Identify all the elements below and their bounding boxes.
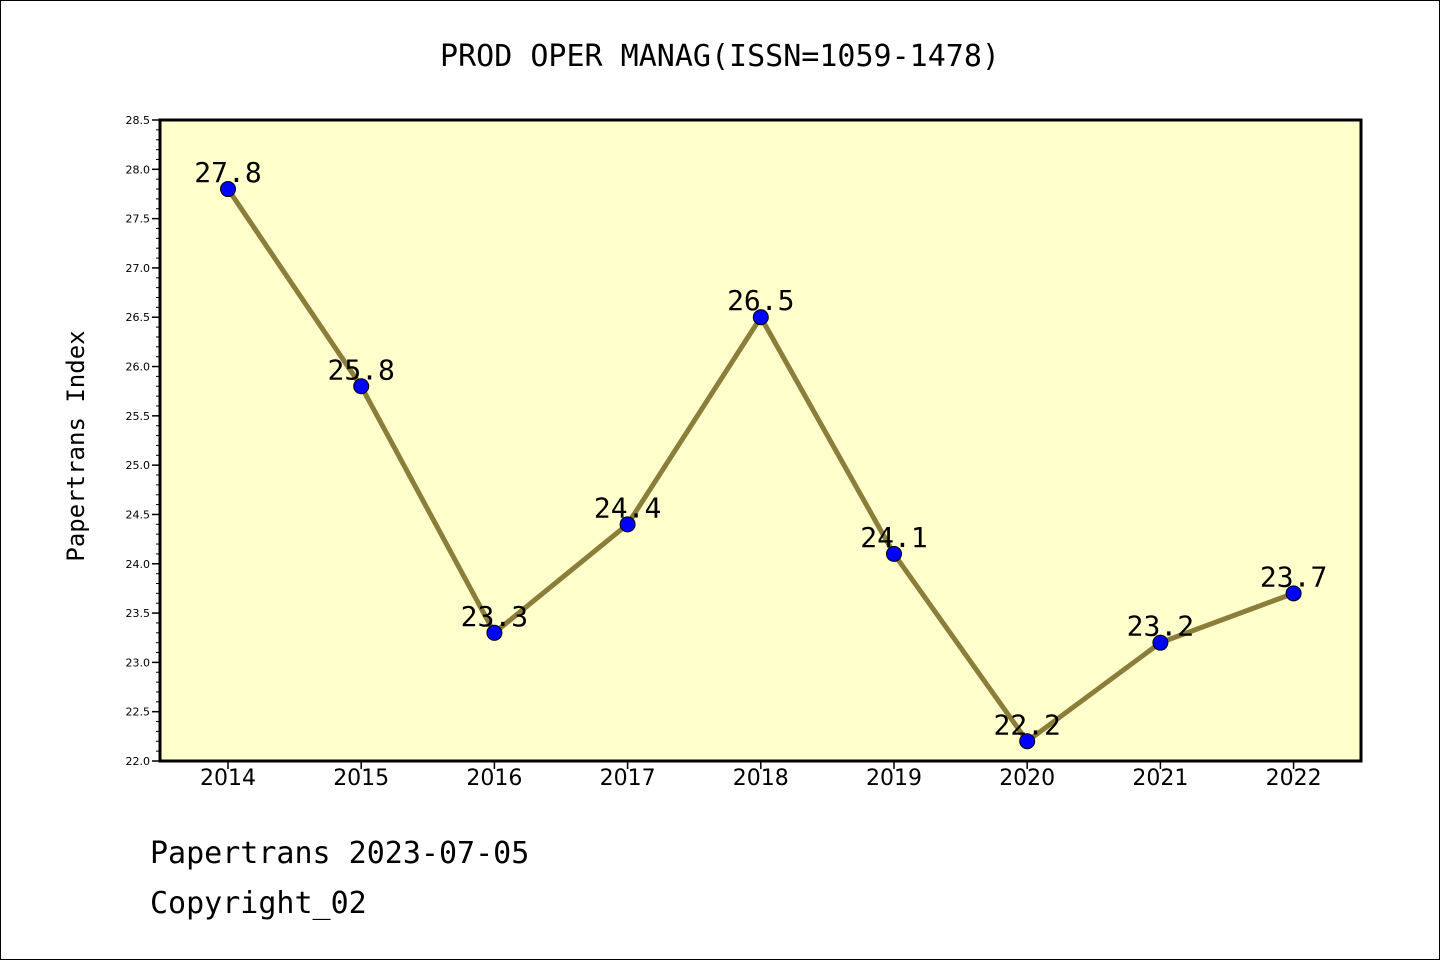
- x-tick-label: 2014: [200, 766, 256, 791]
- data-label-2017: 24.4: [594, 491, 661, 524]
- plot-area: [160, 120, 1361, 761]
- data-label-2020: 22.2: [993, 708, 1060, 741]
- data-point-2016: [486, 624, 503, 641]
- chart-title: PROD OPER MANAG(ISSN=1059-1478): [440, 39, 1000, 74]
- data-label-2019: 24.1: [860, 521, 927, 554]
- y-tick-label: 25.5: [126, 410, 151, 423]
- y-axis-label: Papertrans Index: [62, 330, 90, 561]
- data-point-2018: [752, 309, 769, 326]
- data-label-2018: 26.5: [727, 284, 794, 317]
- y-tick-label: 25.0: [126, 459, 151, 472]
- y-tick-label: 23.0: [126, 656, 151, 669]
- y-tick-label: 22.5: [126, 706, 151, 719]
- data-label-2016: 23.3: [461, 600, 528, 633]
- y-tick-label: 24.5: [126, 508, 151, 521]
- data-label-2022: 23.7: [1260, 560, 1327, 593]
- data-label-2014: 27.8: [194, 156, 261, 189]
- data-point-2015: [353, 378, 370, 395]
- x-tick-label: 2019: [866, 766, 922, 791]
- footer-copyright: Copyright_02: [150, 886, 367, 921]
- data-label-2021: 23.2: [1127, 610, 1194, 643]
- x-tick-label: 2017: [600, 766, 656, 791]
- x-tick-label: 2016: [466, 766, 522, 791]
- data-point-2014: [220, 181, 236, 198]
- y-tick-label: 26.5: [126, 311, 151, 324]
- data-point-2019: [886, 545, 902, 562]
- data-markers: [220, 181, 1302, 750]
- y-tick-label: 28.0: [126, 163, 151, 176]
- y-tick-label: 26.0: [126, 361, 151, 374]
- data-point-2017: [619, 516, 636, 533]
- data-labels: 27.8 25.8 23.3 24.4 26.5 24.1 22.2 23.2 23.7: [194, 156, 1327, 741]
- x-tick-label: 2015: [333, 766, 389, 791]
- x-tick-label: 2020: [999, 766, 1055, 791]
- y-tick-label: 27.5: [126, 213, 151, 226]
- x-tick-label: 2022: [1266, 766, 1322, 791]
- x-axis: 2014 2015 2016 2017 2018 2019 2020 2021 2022: [200, 761, 1322, 791]
- data-point-2020: [1019, 733, 1036, 750]
- y-axis: 22.0 22.5 23.0 23.5 24.0 24.5 25.0 25.5 26.0 26.5…: [126, 114, 160, 768]
- y-tick-label: 28.5: [126, 114, 151, 127]
- x-tick-label: 2021: [1132, 766, 1188, 791]
- y-tick-label: 24.0: [126, 558, 151, 571]
- footer-date: Papertrans 2023-07-05: [150, 836, 530, 871]
- data-point-2022: [1285, 585, 1302, 602]
- plot-border: [158, 118, 1363, 763]
- y-tick-label: 27.0: [126, 262, 151, 275]
- data-point-2021: [1152, 634, 1169, 651]
- x-tick-label: 2018: [733, 766, 789, 791]
- y-tick-label: 22.0: [126, 755, 151, 768]
- data-label-2015: 25.8: [327, 353, 394, 386]
- y-tick-label: 23.5: [126, 607, 151, 620]
